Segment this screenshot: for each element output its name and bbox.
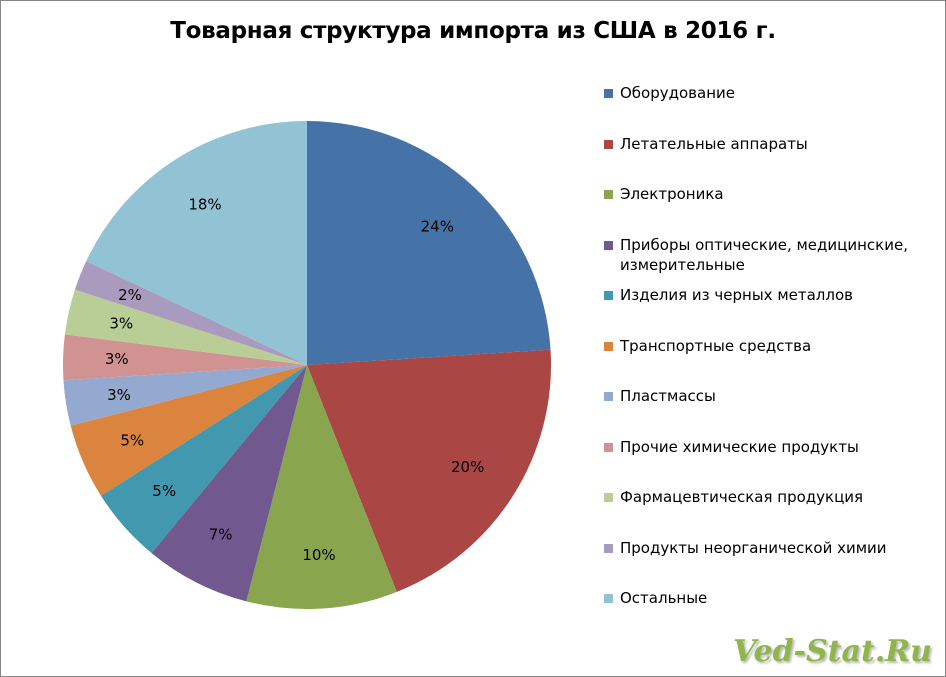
legend-label: Приборы оптические, медицинские, измерит… — [620, 235, 908, 274]
legend-item: Транспортные средства — [604, 336, 920, 356]
slice-data-label: 5% — [152, 482, 176, 500]
legend-item: Приборы оптические, медицинские, измерит… — [604, 235, 920, 275]
slice-data-label: 2% — [118, 286, 142, 304]
slice-data-label: 10% — [302, 546, 335, 564]
pie-slice-9 — [64, 289, 307, 365]
legend-swatch — [604, 240, 613, 250]
slice-data-label: 3% — [105, 350, 129, 368]
legend-label: Продукты неорганической химии — [620, 538, 887, 557]
legend-item: Электроника — [604, 184, 920, 204]
legend-swatch — [604, 442, 613, 452]
legend-label: Изделия из черных металлов — [620, 286, 853, 304]
legend-swatch — [604, 392, 613, 401]
legend-swatch — [604, 594, 613, 603]
legend-item: Изделия из черных металлов — [604, 285, 920, 305]
pie-slice-8 — [62, 334, 307, 381]
legend-label: Пластмассы — [620, 387, 716, 405]
slice-data-label: 7% — [209, 526, 233, 544]
pie-slice-2 — [307, 349, 552, 592]
legend-swatch — [604, 543, 613, 553]
legend-item: Фармацевтическая продукция — [604, 487, 920, 507]
legend-swatch — [604, 291, 613, 300]
legend-item: Летательные аппараты — [604, 134, 920, 154]
slice-data-label: 24% — [421, 217, 454, 235]
pie-slice-3 — [246, 365, 397, 609]
watermark-logo: Ved-Stat.Ru — [732, 634, 932, 669]
pie-slice-11 — [86, 120, 307, 365]
legend-item: Пластмассы — [604, 386, 920, 406]
legend-swatch — [604, 89, 613, 98]
legend-swatch — [604, 139, 613, 149]
legend-label: Электроника — [620, 185, 724, 203]
legend-item: Оборудование — [604, 83, 920, 103]
legend-swatch — [604, 190, 613, 199]
pie-slice-10 — [74, 261, 307, 365]
slice-data-label: 18% — [188, 195, 221, 213]
legend-label: Фармацевтическая продукция — [620, 488, 864, 506]
slice-data-label: 5% — [120, 432, 144, 450]
slice-data-label: 3% — [109, 315, 133, 333]
legend-swatch — [604, 341, 613, 351]
slice-data-label: 3% — [107, 386, 131, 404]
pie-slice-6 — [70, 365, 307, 496]
legend-item: Остальные — [604, 588, 920, 608]
legend-label: Летательные аппараты — [620, 134, 808, 153]
chart-title: Товарная структура импорта из США в 2016… — [170, 18, 776, 44]
slice-data-label: 20% — [451, 458, 484, 476]
legend-label: Прочие химические продукты — [620, 437, 859, 456]
legend-item: Продукты неорганической химии — [604, 538, 920, 558]
pie-slice-4 — [151, 365, 307, 602]
legend-item: Прочие химические продукты — [604, 437, 920, 457]
pie-slice-7 — [63, 365, 308, 426]
legend-label: Остальные — [620, 589, 708, 607]
legend-label: Оборудование — [620, 84, 735, 102]
legend-swatch — [604, 493, 613, 502]
pie-slice-1 — [307, 121, 551, 365]
legend-label: Транспортные средства — [620, 336, 812, 355]
pie-slice-5 — [100, 365, 307, 554]
